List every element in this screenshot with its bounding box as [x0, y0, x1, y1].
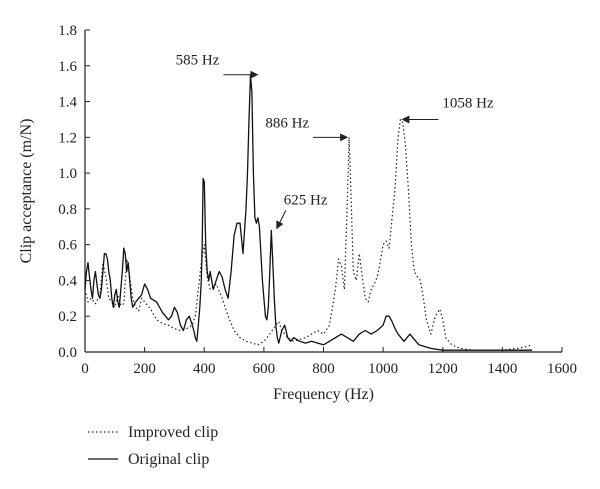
- x-tick-label: 600: [253, 361, 276, 377]
- legend-improved-label: Improved clip: [128, 424, 218, 441]
- y-axis-title: Clip acceptance (m/N): [18, 119, 35, 264]
- y-tick-label: 0.8: [58, 202, 77, 218]
- y-tick-label: 1.2: [58, 130, 77, 146]
- y-tick-label: 0.0: [58, 345, 77, 361]
- original-clip-series-line: [84, 74, 533, 351]
- y-ticks: 0.0 0.2 0.4 0.6 0.8 1.0 1.2 1.4 1.6 1.8: [58, 23, 90, 361]
- x-tick-label: 800: [312, 361, 335, 377]
- x-tick-label: 1600: [547, 361, 577, 377]
- annotation-label: 585 Hz: [176, 53, 220, 69]
- annotation-label: 625 Hz: [284, 192, 328, 208]
- y-tick-label: 1.8: [58, 23, 77, 39]
- y-tick-label: 0.4: [58, 273, 77, 289]
- x-tick-label: 1400: [487, 361, 517, 377]
- x-tick-label: 1000: [368, 361, 398, 377]
- y-tick-label: 0.2: [58, 309, 77, 325]
- x-axis-title: Frequency (Hz): [273, 386, 374, 403]
- annotation-label: 1058 Hz: [442, 95, 494, 111]
- x-tick-label: 200: [133, 361, 156, 377]
- y-tick-label: 1.6: [58, 59, 77, 75]
- y-tick-label: 1.0: [58, 166, 77, 182]
- x-tick-label: 1200: [428, 361, 458, 377]
- x-tick-label: 0: [81, 361, 89, 377]
- y-tick-label: 1.4: [58, 95, 77, 111]
- y-tick-label: 0.6: [58, 238, 77, 254]
- improved-clip-series-line: [84, 118, 533, 351]
- x-ticks: 0 200 400 600 800 1000 1200 1400 1600: [81, 347, 577, 377]
- x-tick-label: 400: [193, 361, 216, 377]
- legend: Improved clip Original clip: [88, 424, 218, 468]
- series-layer: [84, 74, 533, 351]
- axes: [84, 30, 562, 353]
- annotation-layer: 585 Hz 625 Hz 886 Hz 1058 Hz: [176, 53, 494, 230]
- legend-original-label: Original clip: [128, 451, 209, 468]
- annotation-label: 886 Hz: [265, 115, 309, 131]
- annotation-arrow: [276, 210, 287, 230]
